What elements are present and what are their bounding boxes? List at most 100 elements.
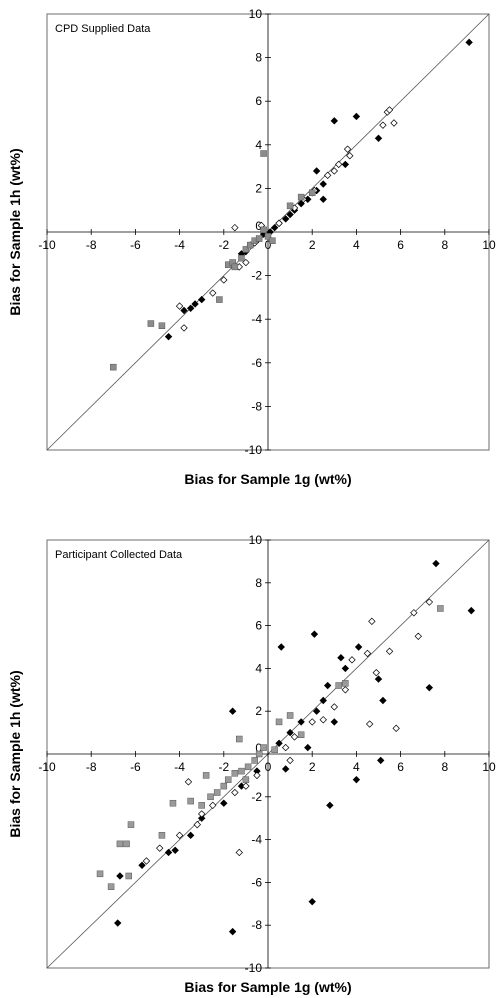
y-tick-label: 2 [255, 704, 262, 718]
data-point [251, 757, 258, 764]
x-tick-label: -4 [174, 238, 185, 252]
data-point [281, 215, 290, 223]
data-point [374, 134, 383, 142]
x-tick-label: 2 [309, 760, 316, 774]
data-point [186, 831, 195, 840]
y-tick-label: -2 [251, 269, 262, 283]
data-point [123, 840, 130, 848]
x-tick-label: 8 [441, 238, 448, 252]
data-point [363, 649, 372, 658]
data-point [242, 246, 250, 253]
data-point [310, 630, 319, 638]
data-point [414, 632, 422, 640]
data-point [184, 778, 193, 786]
data-point [337, 654, 345, 662]
x-tick-label: -10 [38, 238, 56, 252]
data-point [158, 322, 166, 329]
data-point [180, 324, 188, 332]
data-point [255, 750, 263, 758]
y-tick-label: 0 [255, 741, 262, 755]
data-point [286, 202, 294, 210]
data-point [385, 106, 394, 114]
panel-label: Participant Collected Data [55, 549, 183, 561]
x-tick-label: 2 [309, 238, 316, 252]
data-point [198, 814, 206, 822]
data-point [290, 733, 299, 741]
data-point [277, 643, 285, 651]
data-point [207, 793, 214, 801]
data-point [231, 770, 239, 777]
data-point [437, 605, 444, 612]
data-point [142, 857, 151, 865]
data-point [114, 919, 122, 927]
data-point [467, 606, 476, 615]
series-open-diamond [142, 598, 434, 865]
data-point [319, 696, 327, 705]
data-point [410, 609, 418, 617]
data-point [213, 789, 221, 796]
series-filled-diamond [114, 559, 476, 936]
data-point [238, 767, 245, 775]
data-point [127, 821, 135, 828]
x-tick-label: -6 [130, 238, 141, 252]
data-point [281, 765, 290, 773]
x-tick-label: -8 [86, 238, 97, 252]
x-tick-label: -2 [218, 760, 229, 774]
data-point [269, 237, 276, 244]
data-point [156, 844, 164, 852]
y-tick-label: 4 [255, 138, 262, 152]
data-point [198, 810, 206, 818]
data-point [377, 756, 385, 765]
data-point [260, 150, 267, 157]
data-point [209, 801, 217, 810]
data-point [425, 598, 434, 606]
x-tick-label: 8 [441, 760, 448, 774]
data-point [264, 233, 272, 240]
data-point [253, 771, 261, 780]
panel-label: CPD Supplied Data [55, 23, 151, 35]
y-tick-label: 4 [255, 661, 262, 675]
y-tick-label: -8 [251, 399, 262, 413]
data-point [319, 180, 327, 188]
series-gray-square [96, 605, 444, 890]
data-point [220, 782, 228, 790]
data-point [231, 223, 239, 232]
data-point [465, 38, 473, 47]
x-tick-label: 0 [265, 238, 272, 252]
data-point [202, 772, 210, 779]
data-point [271, 746, 278, 753]
data-point [238, 254, 245, 262]
data-point [312, 167, 321, 175]
data-point [138, 861, 146, 869]
scatter-panel-1: -10-8-6-4-20246810-10-8-6-4-20246810CPD … [7, 7, 496, 487]
data-point [110, 363, 117, 371]
scatter-panel-2: -10 -8 -6 -4 -2 0 2 4 6 8 10 -10 -8 -6 -4 -2 0 2 4 6 8 10 Part… [7, 533, 496, 995]
y-tick-label: 8 [255, 51, 262, 65]
data-point [341, 686, 350, 694]
data-point [297, 718, 305, 726]
data-point [216, 296, 223, 303]
data-point [175, 302, 184, 310]
data-point [379, 696, 387, 705]
data-point [186, 304, 195, 312]
data-point [198, 802, 205, 809]
data-point [235, 848, 243, 857]
data-point [147, 320, 155, 327]
data-point [164, 332, 173, 341]
data-point [308, 189, 316, 197]
data-point [260, 226, 267, 234]
x-tick-label: 10 [482, 238, 496, 252]
data-point [323, 681, 332, 690]
data-point [348, 656, 356, 664]
data-point [390, 119, 398, 127]
data-point [374, 675, 383, 683]
data-point [220, 276, 228, 284]
data-point [180, 306, 188, 315]
data-point [116, 840, 124, 848]
data-point [125, 872, 133, 880]
data-point [286, 712, 294, 719]
data-point [247, 241, 254, 249]
data-point [242, 782, 250, 790]
x-tick-label: 6 [397, 238, 404, 252]
